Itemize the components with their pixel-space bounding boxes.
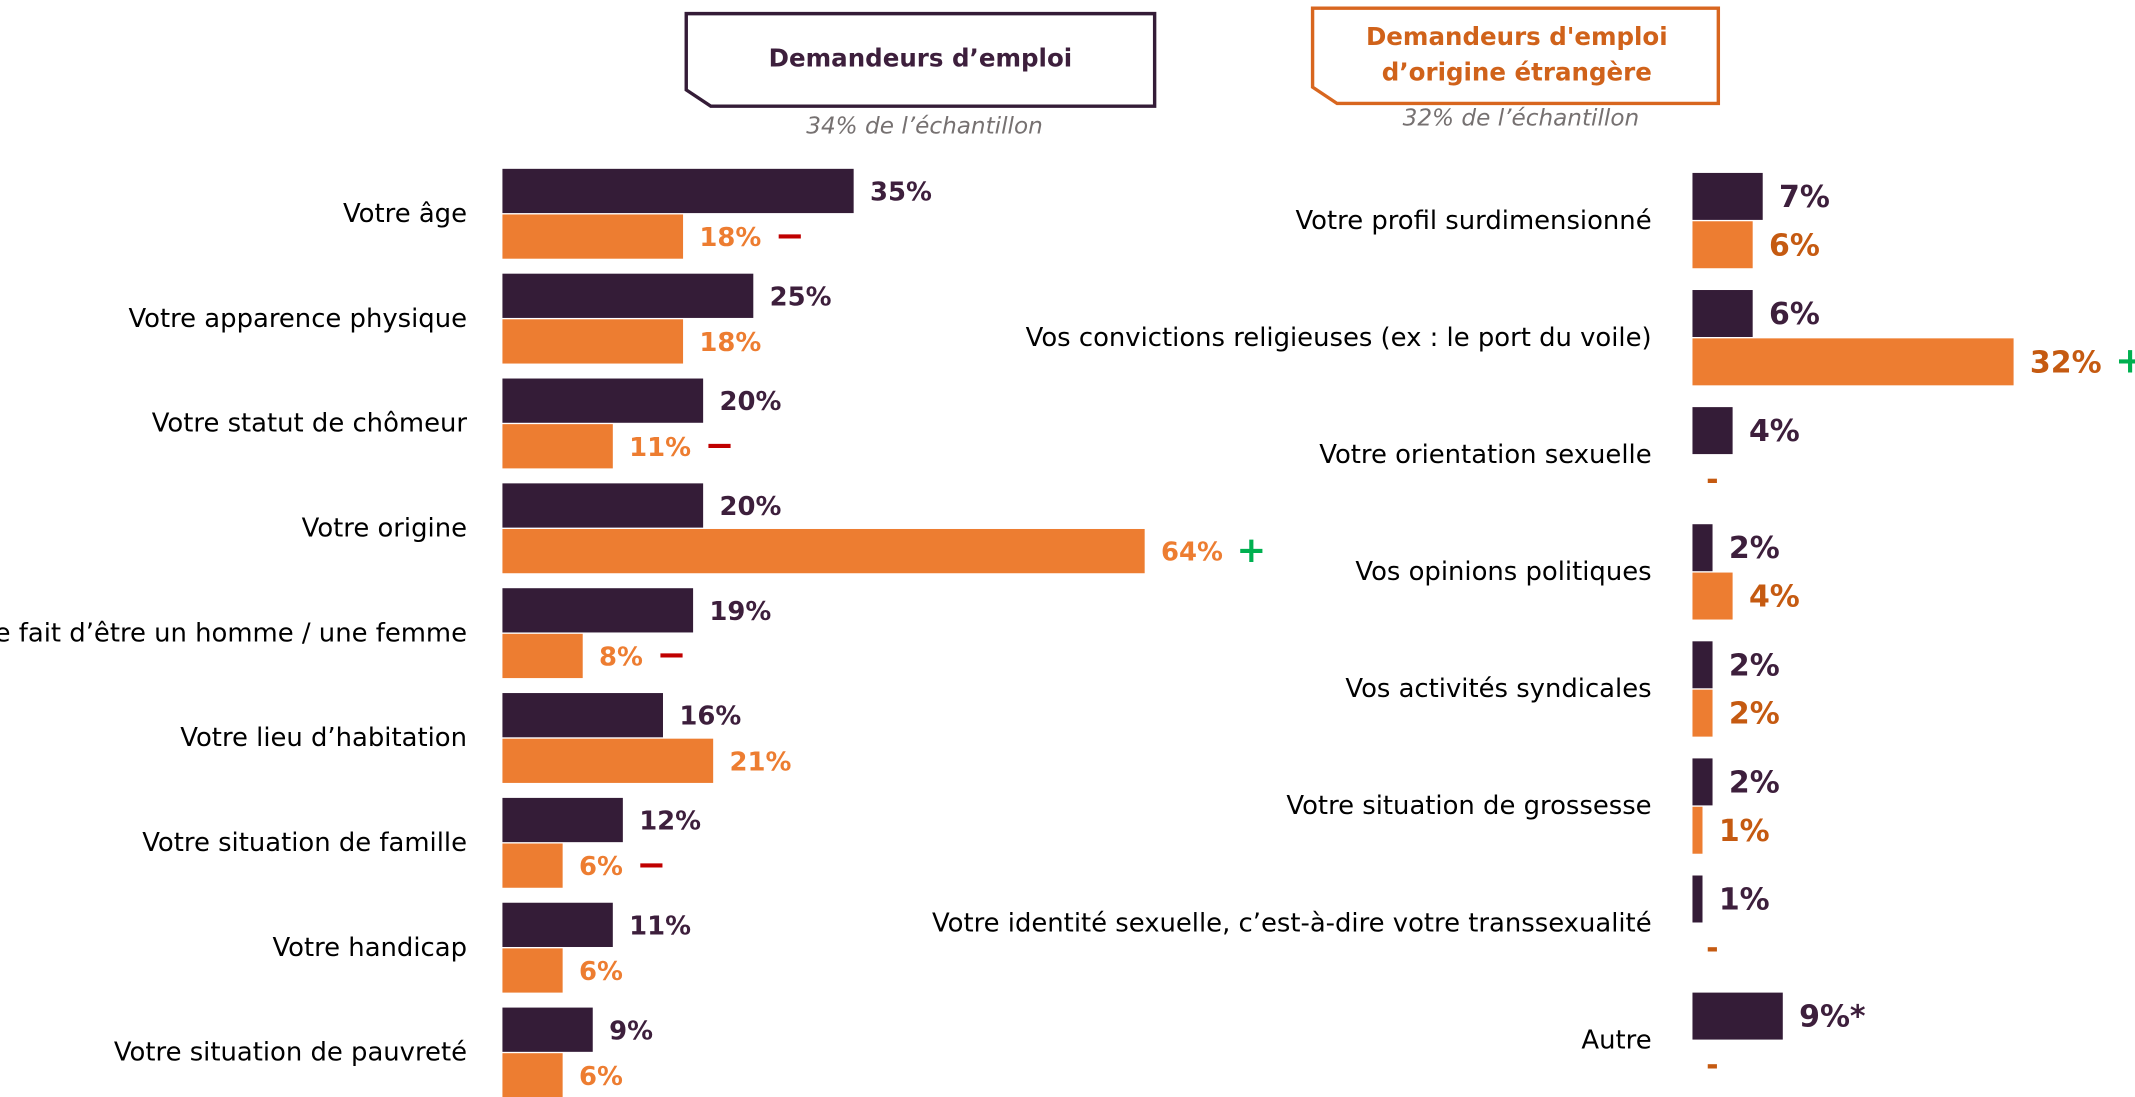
- value-label: 25%: [770, 282, 832, 312]
- category-label: Votre lieu d’habitation: [180, 723, 467, 753]
- category-label: Vos convictions religieuses (ex : le por…: [1026, 323, 1652, 353]
- value-label: 18%: [699, 328, 761, 358]
- value-label: 1%: [1719, 883, 1770, 918]
- category-label: Vos opinions politiques: [1355, 557, 1651, 587]
- value-label: 12%: [639, 807, 701, 837]
- category-label: Votre âge: [343, 199, 467, 229]
- bar: [502, 843, 563, 888]
- bar: [502, 738, 714, 783]
- bar: [1692, 572, 1733, 620]
- bar: [502, 693, 663, 738]
- category-label: Votre situation de grossesse: [1286, 791, 1651, 821]
- value-label: 20%: [719, 387, 781, 417]
- value-label: 6%: [579, 1062, 623, 1092]
- legend-entry: Demandeurs d’emploi: [768, 44, 1073, 74]
- value-label: 6%: [1769, 297, 1820, 332]
- legend-box: [1310, 6, 1721, 106]
- bar: [1692, 524, 1713, 572]
- bar: [502, 948, 563, 993]
- legend-entry: Demandeurs d'emploi d’origine étrangère: [1365, 23, 1668, 88]
- bar: [1692, 992, 1783, 1040]
- bar: [1692, 221, 1753, 269]
- category-label: Votre situation de pauvreté: [114, 1038, 467, 1068]
- value-label: 32%: [2030, 345, 2102, 380]
- bar: [1692, 875, 1703, 923]
- value-label: 9%*: [1799, 1000, 1866, 1035]
- bar: [502, 273, 754, 318]
- significance-marker: −: [637, 844, 667, 885]
- bar: [502, 528, 1145, 574]
- value-label: 2%: [1729, 765, 1780, 800]
- value-label: 4%: [1749, 580, 1800, 615]
- bar: [502, 378, 704, 423]
- category-label: Votre situation de famille: [142, 828, 467, 858]
- value-label: 4%: [1749, 414, 1800, 449]
- bar: [1692, 338, 2014, 386]
- legend-note: 32% de l’échantillon: [1402, 104, 1640, 133]
- value-label: 8%: [599, 642, 643, 672]
- category-label: Autre: [1581, 1025, 1651, 1055]
- value-label: 1%: [1719, 814, 1770, 849]
- category-label: Votre apparence physique: [128, 304, 467, 334]
- value-label: 18%: [699, 223, 761, 253]
- value-label: 11%: [629, 433, 691, 463]
- bar: [502, 168, 854, 214]
- category-label: Votre statut de chômeur: [152, 409, 468, 439]
- bar: [502, 1007, 593, 1052]
- significance-marker: −: [705, 425, 735, 466]
- bar: [1692, 758, 1713, 806]
- value-label: 35%: [870, 178, 932, 208]
- bar: [1692, 806, 1703, 854]
- bar: [502, 588, 694, 633]
- value-label: -: [1706, 462, 1718, 497]
- bar: [1692, 172, 1763, 220]
- legend-note: 34% de l’échantillon: [806, 113, 1043, 141]
- value-label: 64%: [1161, 538, 1223, 568]
- value-label: -: [1706, 1048, 1718, 1083]
- value-label: -: [1706, 931, 1718, 966]
- value-label: 19%: [709, 597, 771, 627]
- value-label: 11%: [629, 911, 691, 941]
- value-label: 2%: [1729, 697, 1780, 732]
- bar: [502, 902, 613, 947]
- value-label: 6%: [1769, 228, 1820, 263]
- significance-marker: +: [2115, 341, 2135, 382]
- bar: [502, 633, 583, 679]
- bar: [502, 483, 704, 528]
- category-label: Votre origine: [302, 513, 467, 543]
- bar: [1692, 290, 1753, 337]
- bar: [502, 1053, 563, 1097]
- value-label: 20%: [719, 492, 781, 522]
- value-label: 21%: [730, 747, 792, 777]
- category-label: Votre profil surdimensionné: [1295, 206, 1651, 236]
- bar: [1692, 689, 1713, 737]
- value-label: 9%: [609, 1016, 653, 1046]
- value-label: 6%: [579, 852, 623, 882]
- category-label: Vos activités syndicales: [1345, 674, 1651, 704]
- bar: [502, 319, 684, 364]
- value-label: 6%: [579, 957, 623, 987]
- category-label: Votre handicap: [272, 933, 467, 963]
- category-label: Votre orientation sexuelle: [1319, 440, 1651, 470]
- legend-box: [684, 11, 1157, 108]
- significance-marker: −: [775, 215, 805, 256]
- value-label: 16%: [679, 702, 741, 732]
- significance-marker: −: [657, 635, 687, 676]
- value-label: 7%: [1779, 180, 1830, 215]
- bar: [1692, 407, 1733, 455]
- value-label: 2%: [1729, 648, 1780, 683]
- bar: [1692, 641, 1713, 689]
- bar: [502, 424, 613, 469]
- bar: [502, 797, 623, 843]
- bar: [502, 214, 684, 259]
- value-label: 2%: [1729, 531, 1780, 566]
- category-label: Le fait d’être un homme / une femme: [0, 618, 467, 648]
- significance-marker: +: [1237, 530, 1267, 571]
- category-label: Votre identité sexuelle, c’est-à-dire vo…: [932, 908, 1652, 938]
